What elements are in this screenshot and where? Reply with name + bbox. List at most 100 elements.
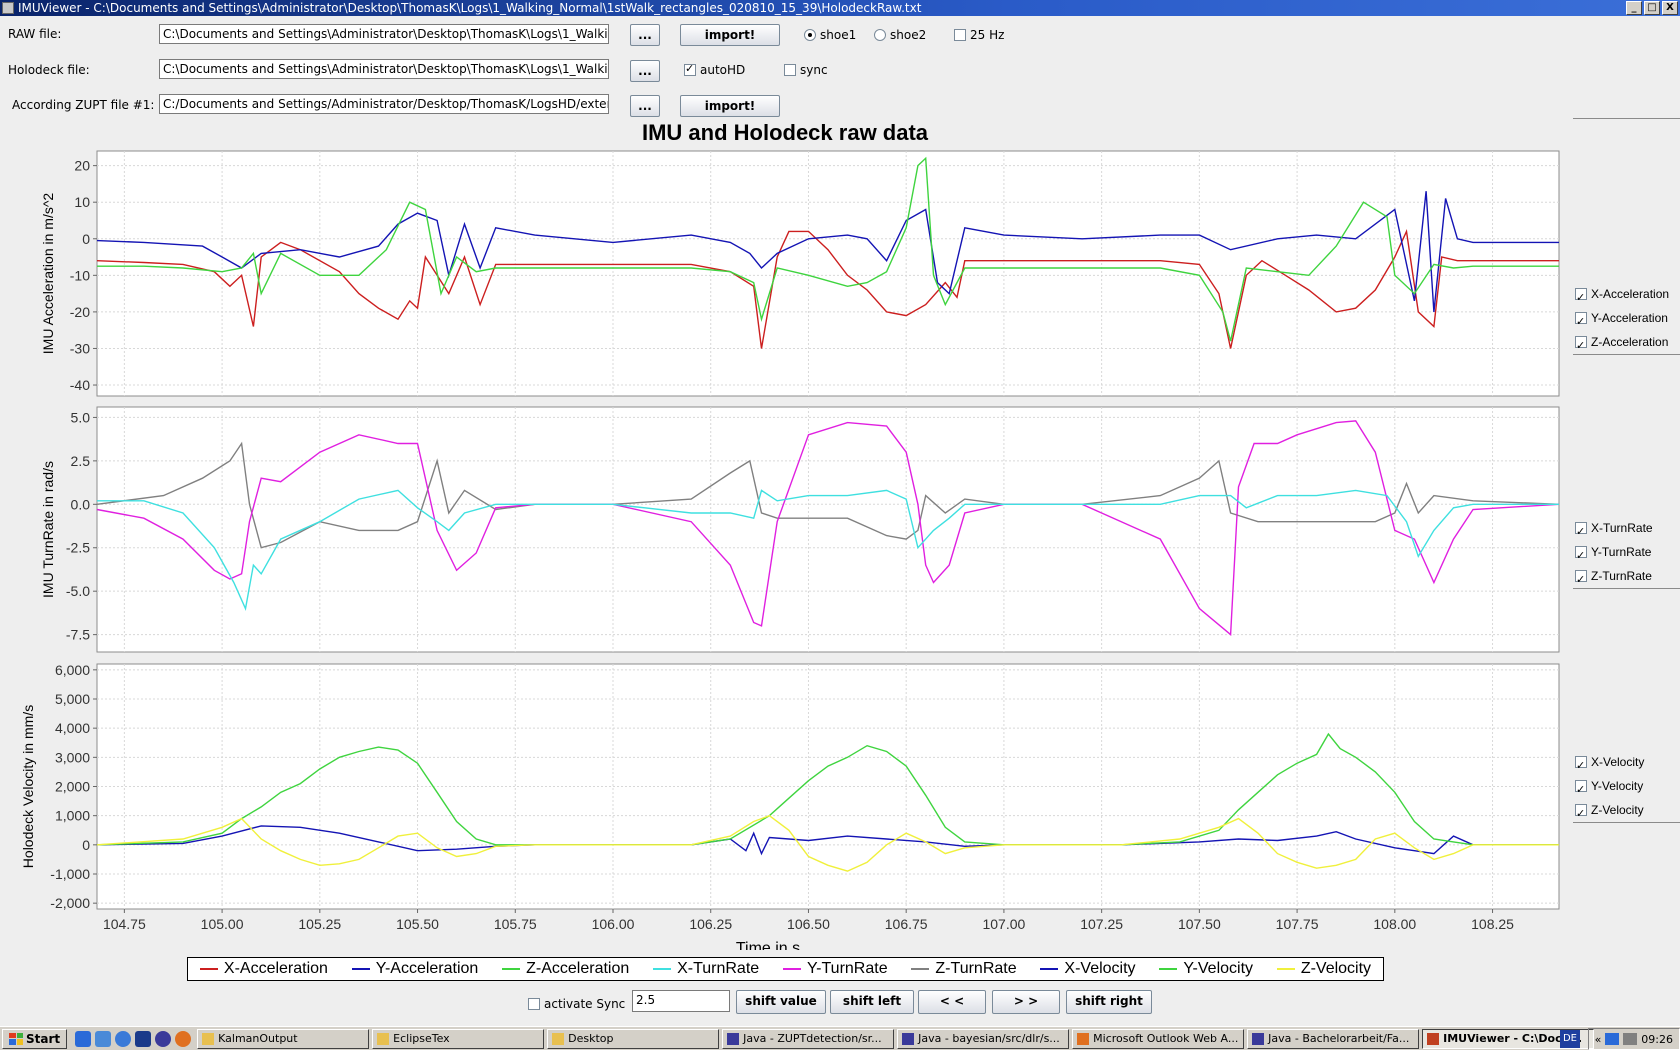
shoe1-radio[interactable] xyxy=(804,28,816,41)
series-line xyxy=(97,489,1559,611)
y-tick-label: 2.5 xyxy=(71,453,91,469)
outlook-icon[interactable] xyxy=(95,1030,112,1047)
velocity-series-label: Z-Velocity xyxy=(1591,802,1644,817)
turnrate-series-toggle[interactable]: X-TurnRate xyxy=(1573,515,1680,544)
shift-value-button[interactable]: shift value xyxy=(736,990,826,1014)
shift-left-button[interactable]: shift left xyxy=(830,990,914,1014)
legend-swatch xyxy=(653,968,672,970)
clock: 09:26 xyxy=(1641,1032,1673,1046)
velocity-series-checkbox[interactable] xyxy=(1575,802,1587,826)
taskbar-task[interactable]: Microsoft Outlook Web A... xyxy=(1072,1028,1245,1049)
start-button[interactable]: Start xyxy=(2,1028,68,1049)
zupt-browse-button[interactable]: ... xyxy=(630,95,660,117)
raw-browse-button[interactable]: ... xyxy=(630,24,660,46)
eclipse-icon[interactable] xyxy=(155,1030,172,1047)
shoe1-option[interactable]: shoe1 xyxy=(804,27,856,42)
25hz-checkbox[interactable] xyxy=(954,28,966,41)
accel-series-toggle[interactable]: Z-Acceleration xyxy=(1573,329,1680,358)
close-button[interactable]: X xyxy=(1662,1,1678,15)
turnrate-series-toggle[interactable]: Y-TurnRate xyxy=(1573,539,1680,568)
shoe2-radio[interactable] xyxy=(874,28,886,41)
windows-logo-icon xyxy=(9,1032,23,1045)
zupt-import-button[interactable]: import! xyxy=(680,95,780,117)
autohd-option[interactable]: autoHD xyxy=(684,62,745,77)
y-tick-label: 0 xyxy=(82,837,90,853)
accel-series-toggle[interactable]: Y-Acceleration xyxy=(1573,305,1680,334)
shift-right-button[interactable]: shift right xyxy=(1066,990,1152,1014)
legend-swatch xyxy=(911,968,930,970)
velocity-series-toggle[interactable]: X-Velocity xyxy=(1573,749,1680,778)
turnrate-series-checkbox[interactable] xyxy=(1575,544,1587,568)
autohd-checkbox[interactable] xyxy=(684,62,696,76)
legend-item: X-TurnRate xyxy=(653,960,759,978)
zupt-file-label: According ZUPT file #1: xyxy=(12,98,155,112)
legend-label: X-Acceleration xyxy=(223,960,328,977)
minimize-button[interactable]: _ xyxy=(1626,1,1642,15)
x-tick-label: 106.75 xyxy=(885,916,928,932)
accel-series-label: X-Acceleration xyxy=(1591,286,1670,301)
series-line xyxy=(96,814,1559,872)
holodeck-browse-button[interactable]: ... xyxy=(630,60,660,82)
sync-option[interactable]: sync xyxy=(784,62,828,77)
turnrate-series-checkbox[interactable] xyxy=(1575,568,1587,592)
x-tick-label: 107.75 xyxy=(1276,916,1319,932)
shoe2-option[interactable]: shoe2 xyxy=(874,27,926,42)
velocity-series-toggle[interactable]: Y-Velocity xyxy=(1573,773,1680,802)
ie-icon[interactable] xyxy=(75,1030,92,1047)
media-player-icon[interactable] xyxy=(115,1030,132,1047)
activate-sync-option[interactable]: activate Sync xyxy=(528,996,625,1011)
turnrate-series-checkbox[interactable] xyxy=(1575,520,1587,544)
legend-swatch xyxy=(199,968,218,970)
taskbar-task[interactable]: KalmanOutput xyxy=(197,1028,370,1049)
legend-swatch xyxy=(1040,968,1059,970)
accel-series-label: Z-Acceleration xyxy=(1591,334,1669,349)
firefox-icon xyxy=(1077,1032,1090,1045)
velocity-series-toggle[interactable]: Z-Velocity xyxy=(1573,797,1680,826)
legend-label: Y-Velocity xyxy=(1183,960,1254,977)
y-tick-label: -1,000 xyxy=(50,866,90,882)
taskbar-task[interactable]: Desktop xyxy=(547,1028,720,1049)
zupt-file-path-field[interactable]: C:/Documents and Settings/Administrator/… xyxy=(159,94,609,114)
raw-file-path-field[interactable]: C:\Documents and Settings\Administrator\… xyxy=(159,24,609,44)
accel-series-checkbox[interactable] xyxy=(1575,310,1587,334)
accel-series-checkbox[interactable] xyxy=(1575,334,1587,358)
holodeck-file-path-field[interactable]: C:\Documents and Settings\Administrator\… xyxy=(159,59,609,79)
accel-series-checkbox[interactable] xyxy=(1575,286,1587,310)
legend-swatch xyxy=(351,968,370,970)
activate-sync-label: activate Sync xyxy=(544,996,626,1011)
activate-sync-checkbox[interactable] xyxy=(528,997,540,1010)
velocity-series-toggles: X-Velocity Y-Velocity Z-Velocity xyxy=(1573,749,1680,826)
window-titlebar[interactable]: IMUViewer - C:\Documents and Settings\Ad… xyxy=(0,0,1680,16)
accel-series-toggle[interactable]: X-Acceleration xyxy=(1573,281,1680,310)
step-back-button[interactable]: < < xyxy=(918,990,986,1014)
taskbar-task[interactable]: Java - ZUPTdetection/sr... xyxy=(722,1028,895,1049)
velocity-series-checkbox[interactable] xyxy=(1575,754,1587,778)
taskbar-task[interactable]: EclipseTex xyxy=(372,1028,545,1049)
sync-checkbox[interactable] xyxy=(784,63,796,76)
side-separator xyxy=(1573,354,1680,355)
y-tick-label: -10 xyxy=(70,267,90,283)
x-axis-label: Time in s xyxy=(736,940,800,950)
sync-value-input[interactable]: 2.5 xyxy=(632,990,730,1012)
sync-label: sync xyxy=(800,62,828,77)
tray-expand-icon[interactable]: « xyxy=(1594,1032,1602,1046)
network-icon[interactable] xyxy=(1605,1033,1620,1045)
language-indicator[interactable]: DE xyxy=(1560,1030,1580,1048)
x-tick-label: 107.00 xyxy=(982,916,1025,932)
25hz-option[interactable]: 25 Hz xyxy=(954,27,1004,42)
step-forward-button[interactable]: > > xyxy=(992,990,1060,1014)
maximize-button[interactable]: □ xyxy=(1644,1,1660,15)
volume-icon[interactable] xyxy=(1623,1033,1638,1045)
raw-import-button[interactable]: import! xyxy=(680,24,780,46)
chart-legend: X-Acceleration Y-Acceleration Z-Accelerati… xyxy=(187,957,1384,981)
side-separator xyxy=(1573,822,1680,823)
taskbar-task[interactable]: Java - Bachelorarbeit/Fa... xyxy=(1247,1028,1420,1049)
legend-label: Z-Acceleration xyxy=(526,960,630,977)
turnrate-series-toggle[interactable]: Z-TurnRate xyxy=(1573,563,1680,592)
taskbar-task[interactable]: Java - bayesian/src/dlr/s... xyxy=(897,1028,1070,1049)
velocity-series-checkbox[interactable] xyxy=(1575,778,1587,802)
quick-launch xyxy=(75,1030,192,1047)
matlab-icon[interactable] xyxy=(135,1030,152,1047)
firefox-icon[interactable] xyxy=(175,1030,192,1047)
taskbar-task[interactable]: IMUViewer - C:\Docu... xyxy=(1422,1028,1595,1049)
